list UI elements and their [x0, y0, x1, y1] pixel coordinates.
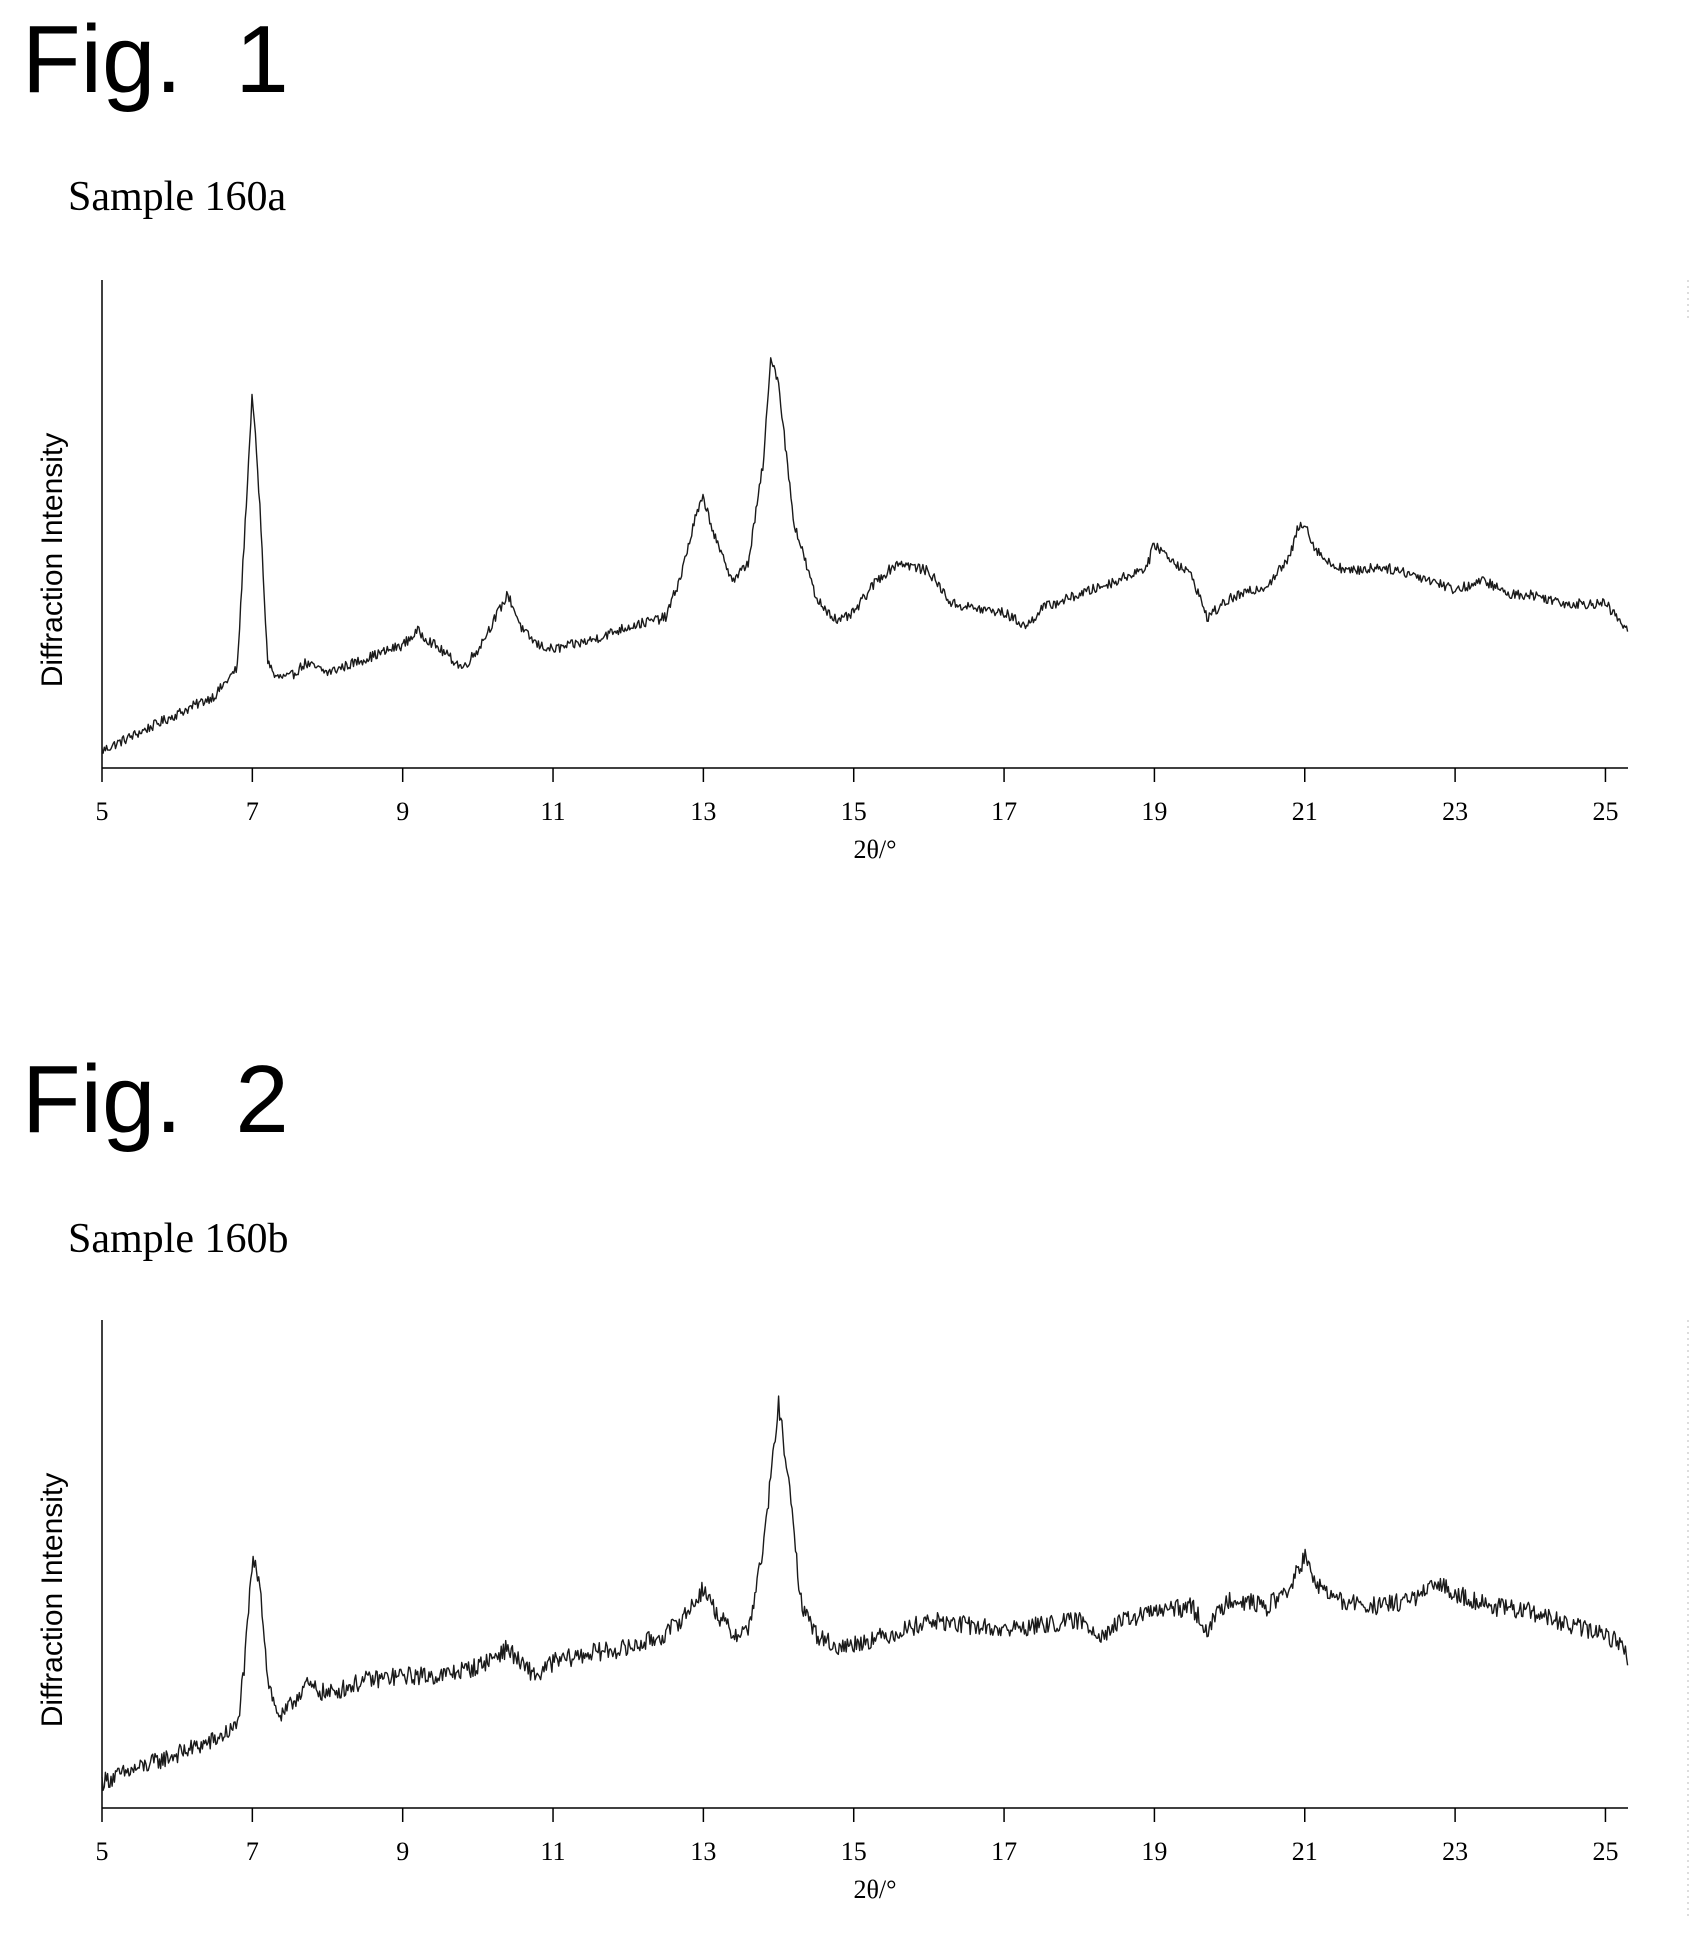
x-tick-label: 21 — [1292, 1837, 1318, 1866]
x-tick-label: 13 — [690, 797, 716, 826]
x-tick-label: 15 — [841, 1837, 867, 1866]
x-tick-label: 19 — [1141, 1837, 1167, 1866]
x-axis-label: 2θ/° — [853, 835, 896, 864]
y-axis-label: Diffraction Intensity — [36, 1473, 69, 1728]
x-tick-label: 7 — [246, 797, 259, 826]
x-tick-label: 15 — [841, 797, 867, 826]
diffraction-series-line — [101, 357, 1629, 754]
chart-2-svg: 5 7 9 11 13 15 17 19 21 23 25 2θ/° Diffraction Inten… — [36, 1320, 1689, 1920]
x-tick-label: 25 — [1592, 797, 1618, 826]
x-tick-label: 9 — [396, 797, 409, 826]
x-tick-label: 7 — [246, 1837, 259, 1866]
figure-1-plot: 5 7 9 11 13 15 17 19 21 23 25 2θ/° Diffraction Inten… — [0, 280, 1706, 900]
figure-2-sample-label: Sample 160b — [68, 1216, 289, 1262]
y-axis-label: Diffraction Intensity — [36, 433, 69, 688]
x-axis-label: 2θ/° — [853, 1875, 896, 1904]
x-tick-label: 19 — [1141, 797, 1167, 826]
x-tick-label: 13 — [690, 1837, 716, 1866]
figure-1-sample-label: Sample 160a — [68, 174, 287, 220]
figure-1-label: Fig. 1 — [22, 6, 289, 113]
x-tick-label: 23 — [1442, 797, 1468, 826]
x-tick-label: 5 — [96, 1837, 109, 1866]
x-tick-label: 5 — [96, 797, 109, 826]
x-tick-label: 9 — [396, 1837, 409, 1866]
x-tick-label: 23 — [1442, 1837, 1468, 1866]
x-tick-label: 21 — [1292, 797, 1318, 826]
x-tick-label: 25 — [1592, 1837, 1618, 1866]
chart-1-svg: 5 7 9 11 13 15 17 19 21 23 25 2θ/° Diffraction Inten… — [36, 280, 1689, 864]
figure-2-label: Fig. 2 — [22, 1046, 289, 1153]
x-tick-label: 11 — [541, 1837, 566, 1866]
x-tick-label: 17 — [991, 1837, 1017, 1866]
figure-2-plot: 5 7 9 11 13 15 17 19 21 23 25 2θ/° Diffraction Inten… — [0, 1320, 1706, 1940]
x-tick-label: 11 — [541, 797, 566, 826]
diffraction-series-line — [101, 1395, 1629, 1791]
x-tick-label: 17 — [991, 797, 1017, 826]
